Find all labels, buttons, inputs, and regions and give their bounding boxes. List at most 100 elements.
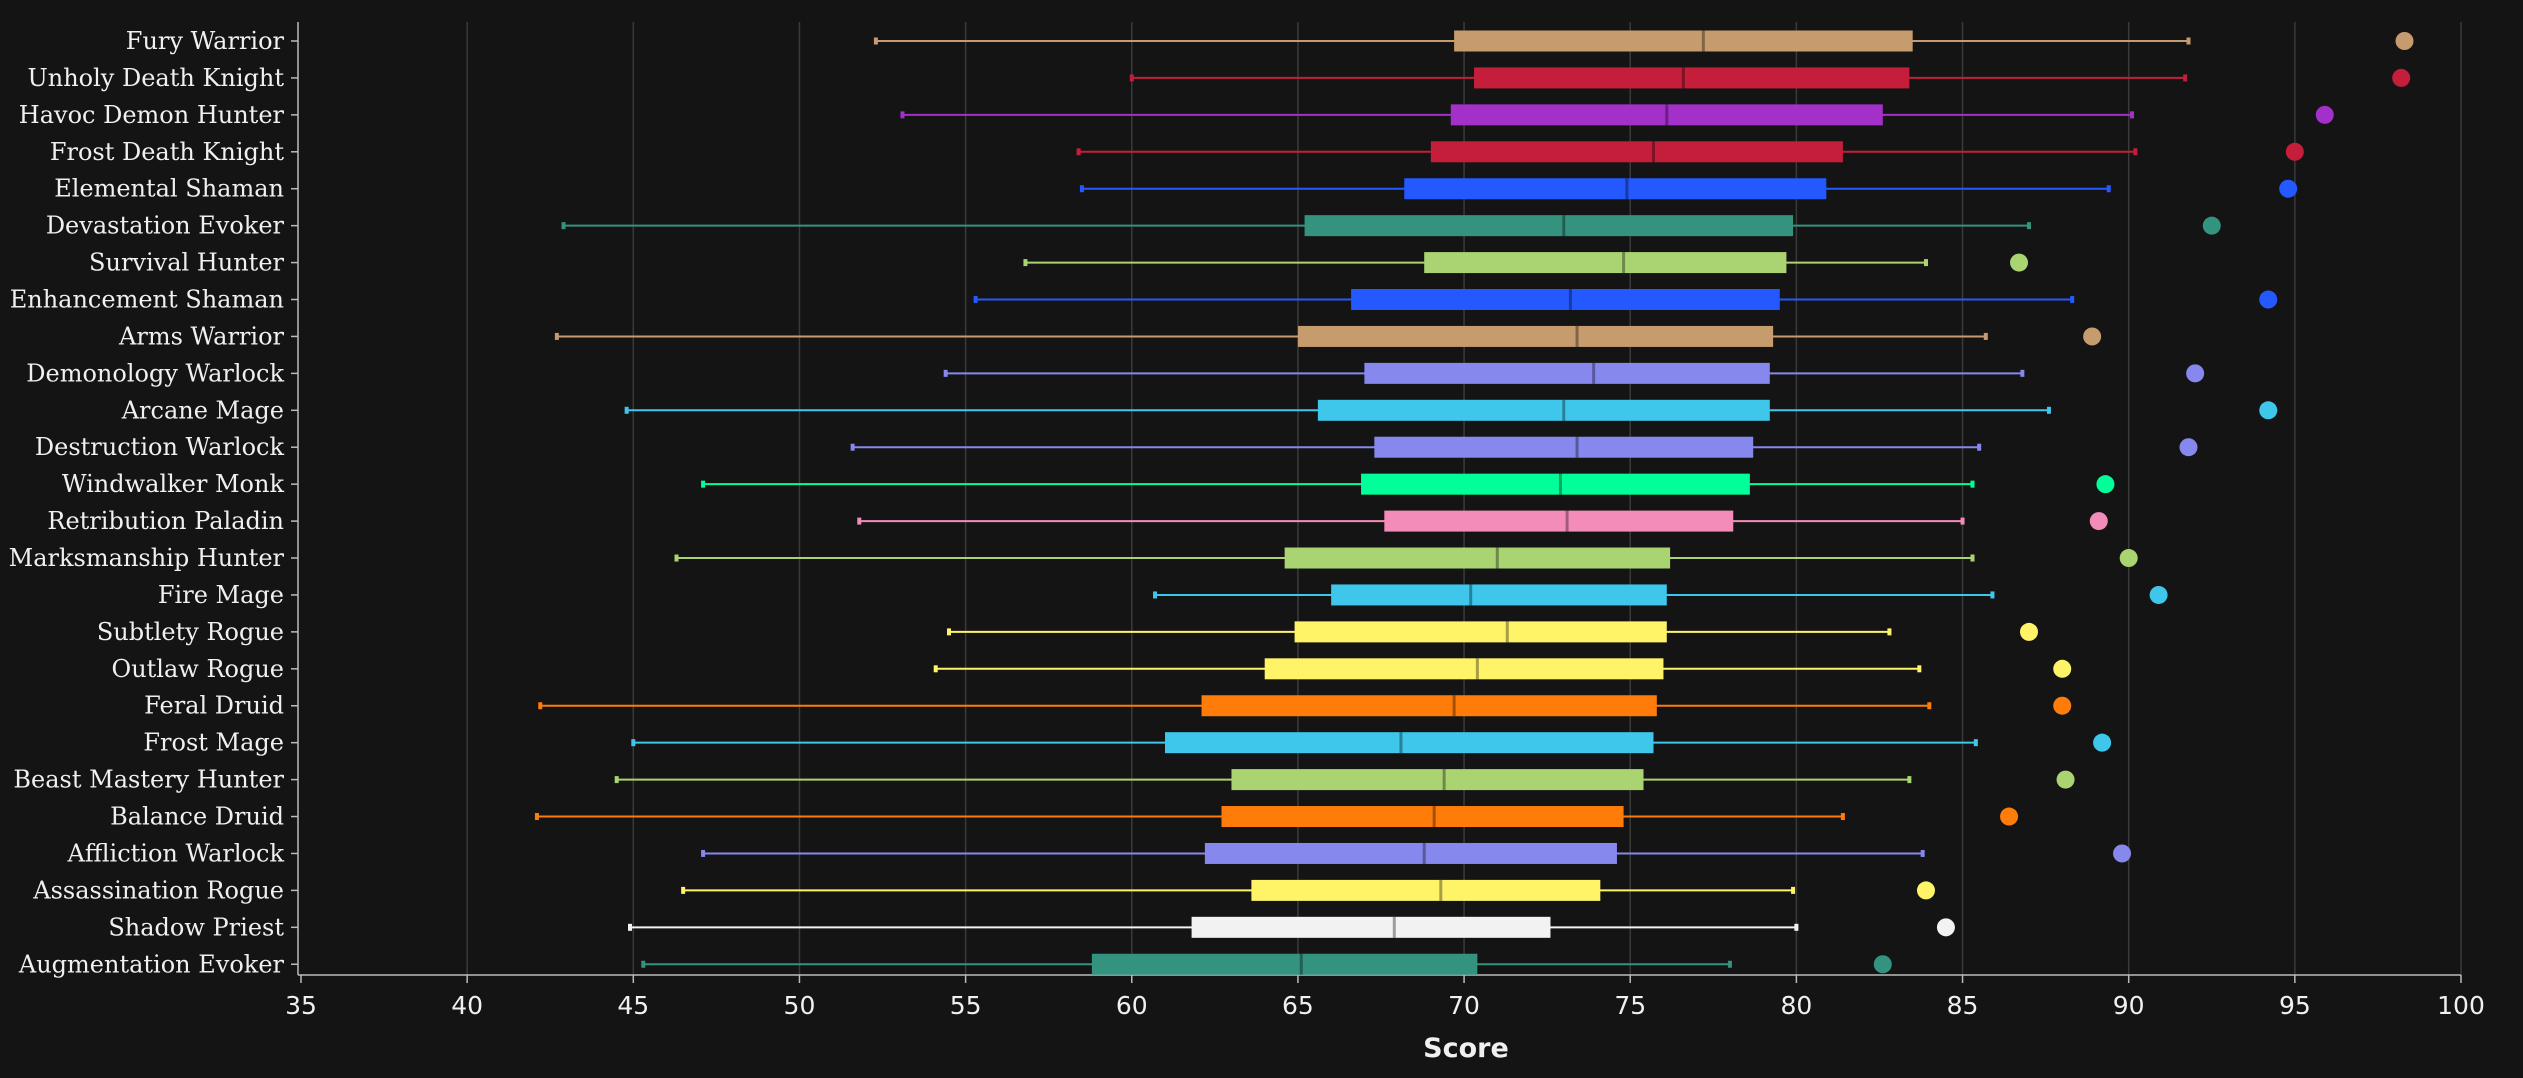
box-fury-warrior — [1454, 30, 1913, 52]
category-label-enhancement-shaman: Enhancement Shaman — [10, 286, 284, 314]
series-marksmanship-hunter — [674, 547, 2138, 569]
category-label-feral-druid: Feral Druid — [144, 692, 284, 720]
category-label-unholy-death-knight: Unholy Death Knight — [28, 64, 285, 92]
category-label-elemental-shaman: Elemental Shaman — [54, 175, 284, 203]
max-point-survival-hunter — [2010, 253, 2029, 272]
max-point-destruction-warlock — [2179, 438, 2198, 457]
x-tick-label-95: 95 — [2279, 991, 2311, 1020]
max-point-havoc-demon-hunter — [2315, 105, 2334, 124]
box-fire-mage — [1331, 584, 1667, 606]
category-label-windwalker-monk: Windwalker Monk — [62, 470, 285, 498]
max-point-arcane-mage — [2259, 401, 2278, 420]
x-tick-label-75: 75 — [1614, 991, 1646, 1020]
series-assassination-rogue — [681, 879, 1935, 901]
box-subtlety-rogue — [1294, 621, 1667, 643]
x-tick-label-90: 90 — [2113, 991, 2145, 1020]
max-point-marksmanship-hunter — [2119, 549, 2138, 568]
max-point-subtlety-rogue — [2020, 622, 2038, 641]
category-labels: Fury Warrior Unholy Death Knight Havoc Dem… — [9, 27, 285, 978]
box-balance-druid — [1221, 806, 1624, 828]
x-tick-label-80: 80 — [1780, 991, 1812, 1020]
box-augmentation-evoker — [1091, 953, 1478, 975]
category-label-havoc-demon-hunter: Havoc Demon Hunter — [19, 101, 285, 129]
max-point-frost-mage — [2093, 733, 2112, 752]
box-retribution-paladin — [1384, 510, 1734, 532]
category-label-outlaw-rogue: Outlaw Rogue — [112, 655, 284, 683]
max-point-balance-druid — [2000, 807, 2019, 826]
max-point-augmentation-evoker — [1873, 955, 1892, 974]
series-retribution-paladin — [857, 510, 2108, 532]
box-demonology-warlock — [1364, 362, 1770, 384]
max-point-windwalker-monk — [2096, 475, 2115, 494]
series-demonology-warlock — [943, 362, 2205, 384]
series-elemental-shaman — [1079, 178, 2298, 200]
series-arcane-mage — [624, 399, 2278, 421]
series-destruction-warlock — [850, 436, 2198, 458]
max-point-fury-warrior — [2395, 32, 2414, 50]
series-frost-mage — [631, 732, 2112, 754]
box-feral-druid — [1201, 695, 1657, 717]
box-shadow-priest — [1191, 916, 1551, 938]
series-outlaw-rogue — [933, 658, 2072, 680]
x-axis-title: Score — [1423, 1033, 1509, 1064]
category-label-frost-mage: Frost Mage — [143, 729, 284, 757]
series-havoc-demon-hunter — [900, 104, 2334, 126]
x-tick-label-45: 45 — [617, 991, 649, 1020]
category-label-shadow-priest: Shadow Priest — [108, 913, 284, 941]
series-beast-mastery-hunter — [614, 769, 2075, 791]
box-outlaw-rogue — [1264, 658, 1664, 680]
x-tick-label-60: 60 — [1116, 991, 1148, 1020]
max-point-unholy-death-knight — [2392, 68, 2411, 87]
x-tick-label-70: 70 — [1448, 991, 1480, 1020]
max-point-devastation-evoker — [2202, 216, 2221, 235]
category-label-balance-druid: Balance Druid — [110, 803, 284, 831]
max-point-affliction-warlock — [2113, 844, 2132, 863]
series-fury-warrior — [873, 30, 2414, 52]
max-point-demonology-warlock — [2186, 364, 2205, 383]
x-tick-label-65: 65 — [1282, 991, 1314, 1020]
category-label-survival-hunter: Survival Hunter — [89, 249, 284, 277]
series-shadow-priest — [627, 916, 1955, 938]
x-tick-label-40: 40 — [451, 991, 483, 1020]
category-label-affliction-warlock: Affliction Warlock — [66, 839, 284, 867]
max-point-frost-death-knight — [2285, 142, 2304, 161]
box-enhancement-shaman — [1351, 289, 1780, 311]
series-boxes — [534, 30, 2414, 975]
max-point-retribution-paladin — [2089, 512, 2108, 531]
series-feral-druid — [538, 695, 2072, 717]
category-label-fury-warrior: Fury Warrior — [126, 27, 285, 55]
x-tick-label-100: 100 — [2437, 991, 2485, 1020]
category-label-demonology-warlock: Demonology Warlock — [26, 359, 284, 387]
box-unholy-death-knight — [1474, 67, 1910, 89]
category-label-destruction-warlock: Destruction Warlock — [35, 433, 285, 461]
box-frost-mage — [1165, 732, 1654, 754]
box-affliction-warlock — [1204, 842, 1617, 864]
max-point-enhancement-shaman — [2259, 290, 2278, 309]
x-tick-label-85: 85 — [1947, 991, 1979, 1020]
box-survival-hunter — [1424, 252, 1787, 274]
box-arcane-mage — [1317, 399, 1770, 421]
series-subtlety-rogue — [947, 621, 2038, 643]
series-devastation-evoker — [561, 215, 2221, 237]
series-arms-warrior — [554, 325, 2102, 347]
series-affliction-warlock — [701, 842, 2132, 864]
category-label-arms-warrior: Arms Warrior — [118, 322, 284, 350]
max-point-fire-mage — [2149, 585, 2168, 604]
max-point-feral-druid — [2053, 696, 2072, 715]
box-marksmanship-hunter — [1284, 547, 1671, 569]
series-enhancement-shaman — [973, 289, 2278, 311]
series-survival-hunter — [1023, 252, 2029, 274]
x-tick-label-50: 50 — [784, 991, 816, 1020]
category-label-fire-mage: Fire Mage — [158, 581, 284, 609]
series-windwalker-monk — [701, 473, 2115, 495]
box-arms-warrior — [1297, 325, 1774, 347]
category-label-marksmanship-hunter: Marksmanship Hunter — [9, 544, 285, 572]
box-devastation-evoker — [1304, 215, 1794, 237]
category-label-assassination-rogue: Assassination Rogue — [32, 876, 284, 904]
max-point-beast-mastery-hunter — [2056, 770, 2075, 789]
gridlines — [466, 22, 2462, 975]
category-label-devastation-evoker: Devastation Evoker — [46, 212, 285, 240]
box-beast-mastery-hunter — [1231, 769, 1644, 791]
series-fire-mage — [1153, 584, 2168, 606]
